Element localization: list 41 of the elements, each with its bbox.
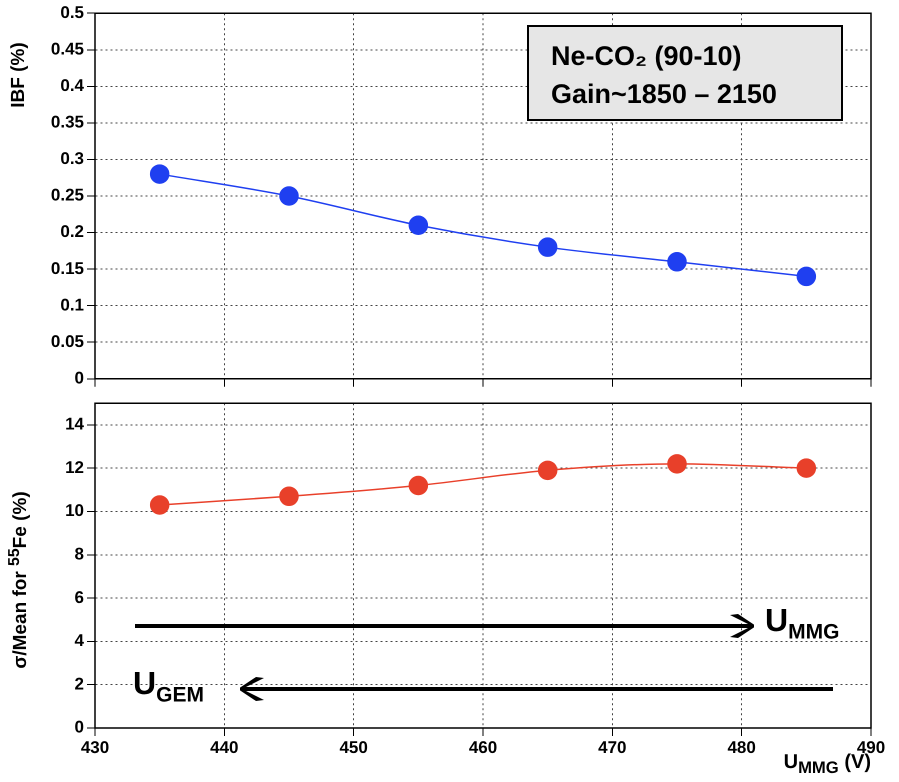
point xyxy=(150,164,170,184)
y-tick-label: 0 xyxy=(74,718,84,737)
y-tick-label: 0.5 xyxy=(60,2,84,22)
point xyxy=(538,460,558,480)
y-tick-label: 0.1 xyxy=(60,295,84,314)
y-tick-label: 4 xyxy=(74,631,85,650)
x-tick-label: 470 xyxy=(598,738,627,757)
y-tick-label: 10 xyxy=(65,501,84,520)
x-tick-label: 440 xyxy=(210,738,239,757)
point xyxy=(150,495,170,515)
y-tick-label: 0.35 xyxy=(50,112,84,132)
annotation: U$_{MMG}$ xyxy=(765,602,840,644)
y-tick-label: 0.15 xyxy=(50,258,84,278)
y-axis-title: IBF (%) xyxy=(8,42,30,108)
annotation: U$_{GEM}$ xyxy=(133,665,204,708)
point xyxy=(279,186,299,206)
point xyxy=(796,458,816,478)
y-tick-label: 0.2 xyxy=(60,222,84,242)
point xyxy=(408,476,428,496)
x-tick-label: 460 xyxy=(468,738,498,757)
y-tick-label: 0.4 xyxy=(60,76,85,96)
y-tick-label: 0.45 xyxy=(50,39,84,58)
x-tick-label: 430 xyxy=(80,738,110,757)
point xyxy=(538,237,558,257)
y-tick-label: 0.25 xyxy=(50,186,84,205)
x-tick-label: 480 xyxy=(727,738,756,757)
y-tick-label: 14 xyxy=(65,414,85,434)
point xyxy=(667,454,687,474)
point xyxy=(408,216,428,235)
point xyxy=(796,266,816,286)
text-box: Ne-CO₂ (90-10) Gain~1850 – 2150 xyxy=(527,25,843,121)
x-tick-label: 450 xyxy=(339,738,368,757)
y-tick-label: 2 xyxy=(74,674,84,694)
y-tick-label: 0 xyxy=(74,368,84,388)
y-tick-label: 12 xyxy=(65,458,84,477)
y-tick-label: 6 xyxy=(74,588,84,607)
y-tick-label: 8 xyxy=(74,544,84,564)
y-tick-label: 0.3 xyxy=(60,149,84,168)
y-tick-label: 0.05 xyxy=(50,332,84,351)
point xyxy=(667,252,687,272)
point xyxy=(279,486,299,506)
